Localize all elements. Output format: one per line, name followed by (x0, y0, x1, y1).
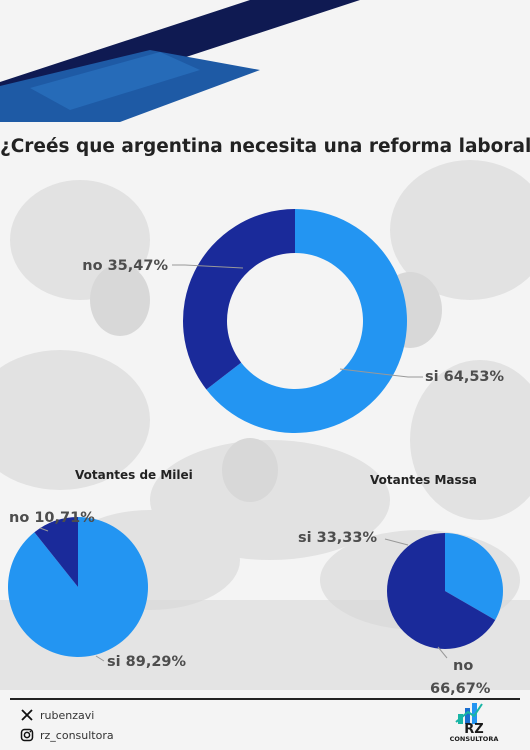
logo-mark: RZ (464, 722, 484, 737)
page-title: ¿Creés que argentina necesita una reform… (0, 136, 530, 157)
twitter-handle-label: rubenzavi (40, 708, 95, 722)
chart2-leader-0 (384, 538, 409, 546)
chart1-leader-0 (95, 655, 105, 662)
instagram-handle[interactable]: rz_consultora (20, 728, 114, 742)
x-icon (21, 709, 33, 721)
chart1-data-label-1: no 10,71% (9, 510, 95, 526)
chart2-data-label-0: si 33,33% (298, 530, 378, 546)
chart1-leader-1 (39, 527, 49, 532)
chart0-slice-si (206, 209, 407, 433)
chart2-data-label-1: no (453, 658, 473, 674)
chart2-data-label-2: 66,67% (430, 681, 491, 697)
instagram-icon (20, 728, 34, 742)
chart2-leader-1 (437, 646, 448, 659)
footer-divider (10, 698, 520, 700)
twitter-handle[interactable]: rubenzavi (20, 708, 94, 722)
logo-name: CONSULTORA (449, 735, 499, 743)
chart1-slice-si (8, 517, 149, 657)
chart0-slice-no (182, 209, 295, 390)
chart0-leader-0 (339, 368, 423, 378)
chart1-slice-no (34, 517, 78, 587)
chart0-data-label-0: si 64,53% (425, 369, 505, 385)
chart1-data-label-0: si 89,29% (107, 654, 187, 670)
chart0-leader-1 (172, 264, 244, 269)
chart2-slice-no (386, 533, 496, 650)
massa-chart-title: Votantes Massa (370, 473, 477, 487)
instagram-handle-label: rz_consultora (40, 728, 114, 742)
chart0-data-label-1: no 35,47% (82, 258, 168, 274)
milei-chart-title: Votantes de Milei (75, 468, 193, 482)
chart2-slice-si (445, 533, 503, 620)
header-banner (0, 0, 360, 122)
banner-stripe-highlight (30, 52, 200, 110)
rz-logo (455, 703, 483, 724)
